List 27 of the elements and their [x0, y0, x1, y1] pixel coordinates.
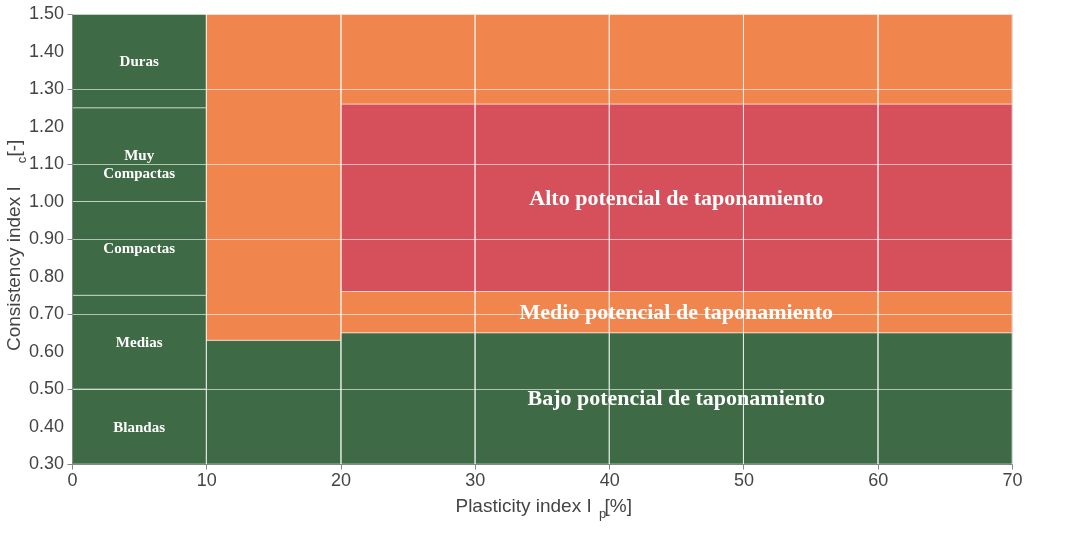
y-tick-label: 0.50	[28, 378, 64, 398]
y-tick-label: 0.70	[28, 303, 64, 323]
x-tick-label: 20	[331, 469, 352, 490]
y-tick-label: 0.30	[28, 453, 64, 473]
x-tick-label: 40	[599, 469, 620, 490]
text: Consistency index Ic[-]	[3, 139, 29, 352]
series-label: Medias	[115, 334, 163, 351]
y-tick-label: 1.20	[28, 115, 64, 136]
x-tick-label: 60	[868, 469, 889, 490]
y-tick-label: 1.10	[28, 153, 64, 173]
x-tick-label: 70	[1002, 469, 1023, 490]
x-tick-label: 10	[196, 469, 217, 490]
y-tick-label: 0.60	[28, 340, 64, 361]
y-tick-label: 0.80	[28, 265, 64, 286]
series-label: Muy Compactas	[103, 146, 176, 181]
series-label: Blandas	[113, 418, 166, 435]
x-tick-label: 50	[733, 469, 754, 490]
y-tick-label: 1.50	[28, 3, 64, 23]
series-label: Compactas	[103, 240, 176, 257]
y-tick-label: 0.40	[28, 415, 64, 436]
series-label: Duras	[119, 52, 159, 69]
y-tick-label: 1.40	[28, 40, 64, 61]
y-tick-label: 1.30	[28, 78, 64, 98]
x-tick-label: 0	[67, 469, 78, 490]
y-tick-label: 1.00	[28, 190, 64, 211]
x-tick-label: 30	[465, 469, 486, 490]
y-tick-label: 0.90	[28, 228, 64, 248]
